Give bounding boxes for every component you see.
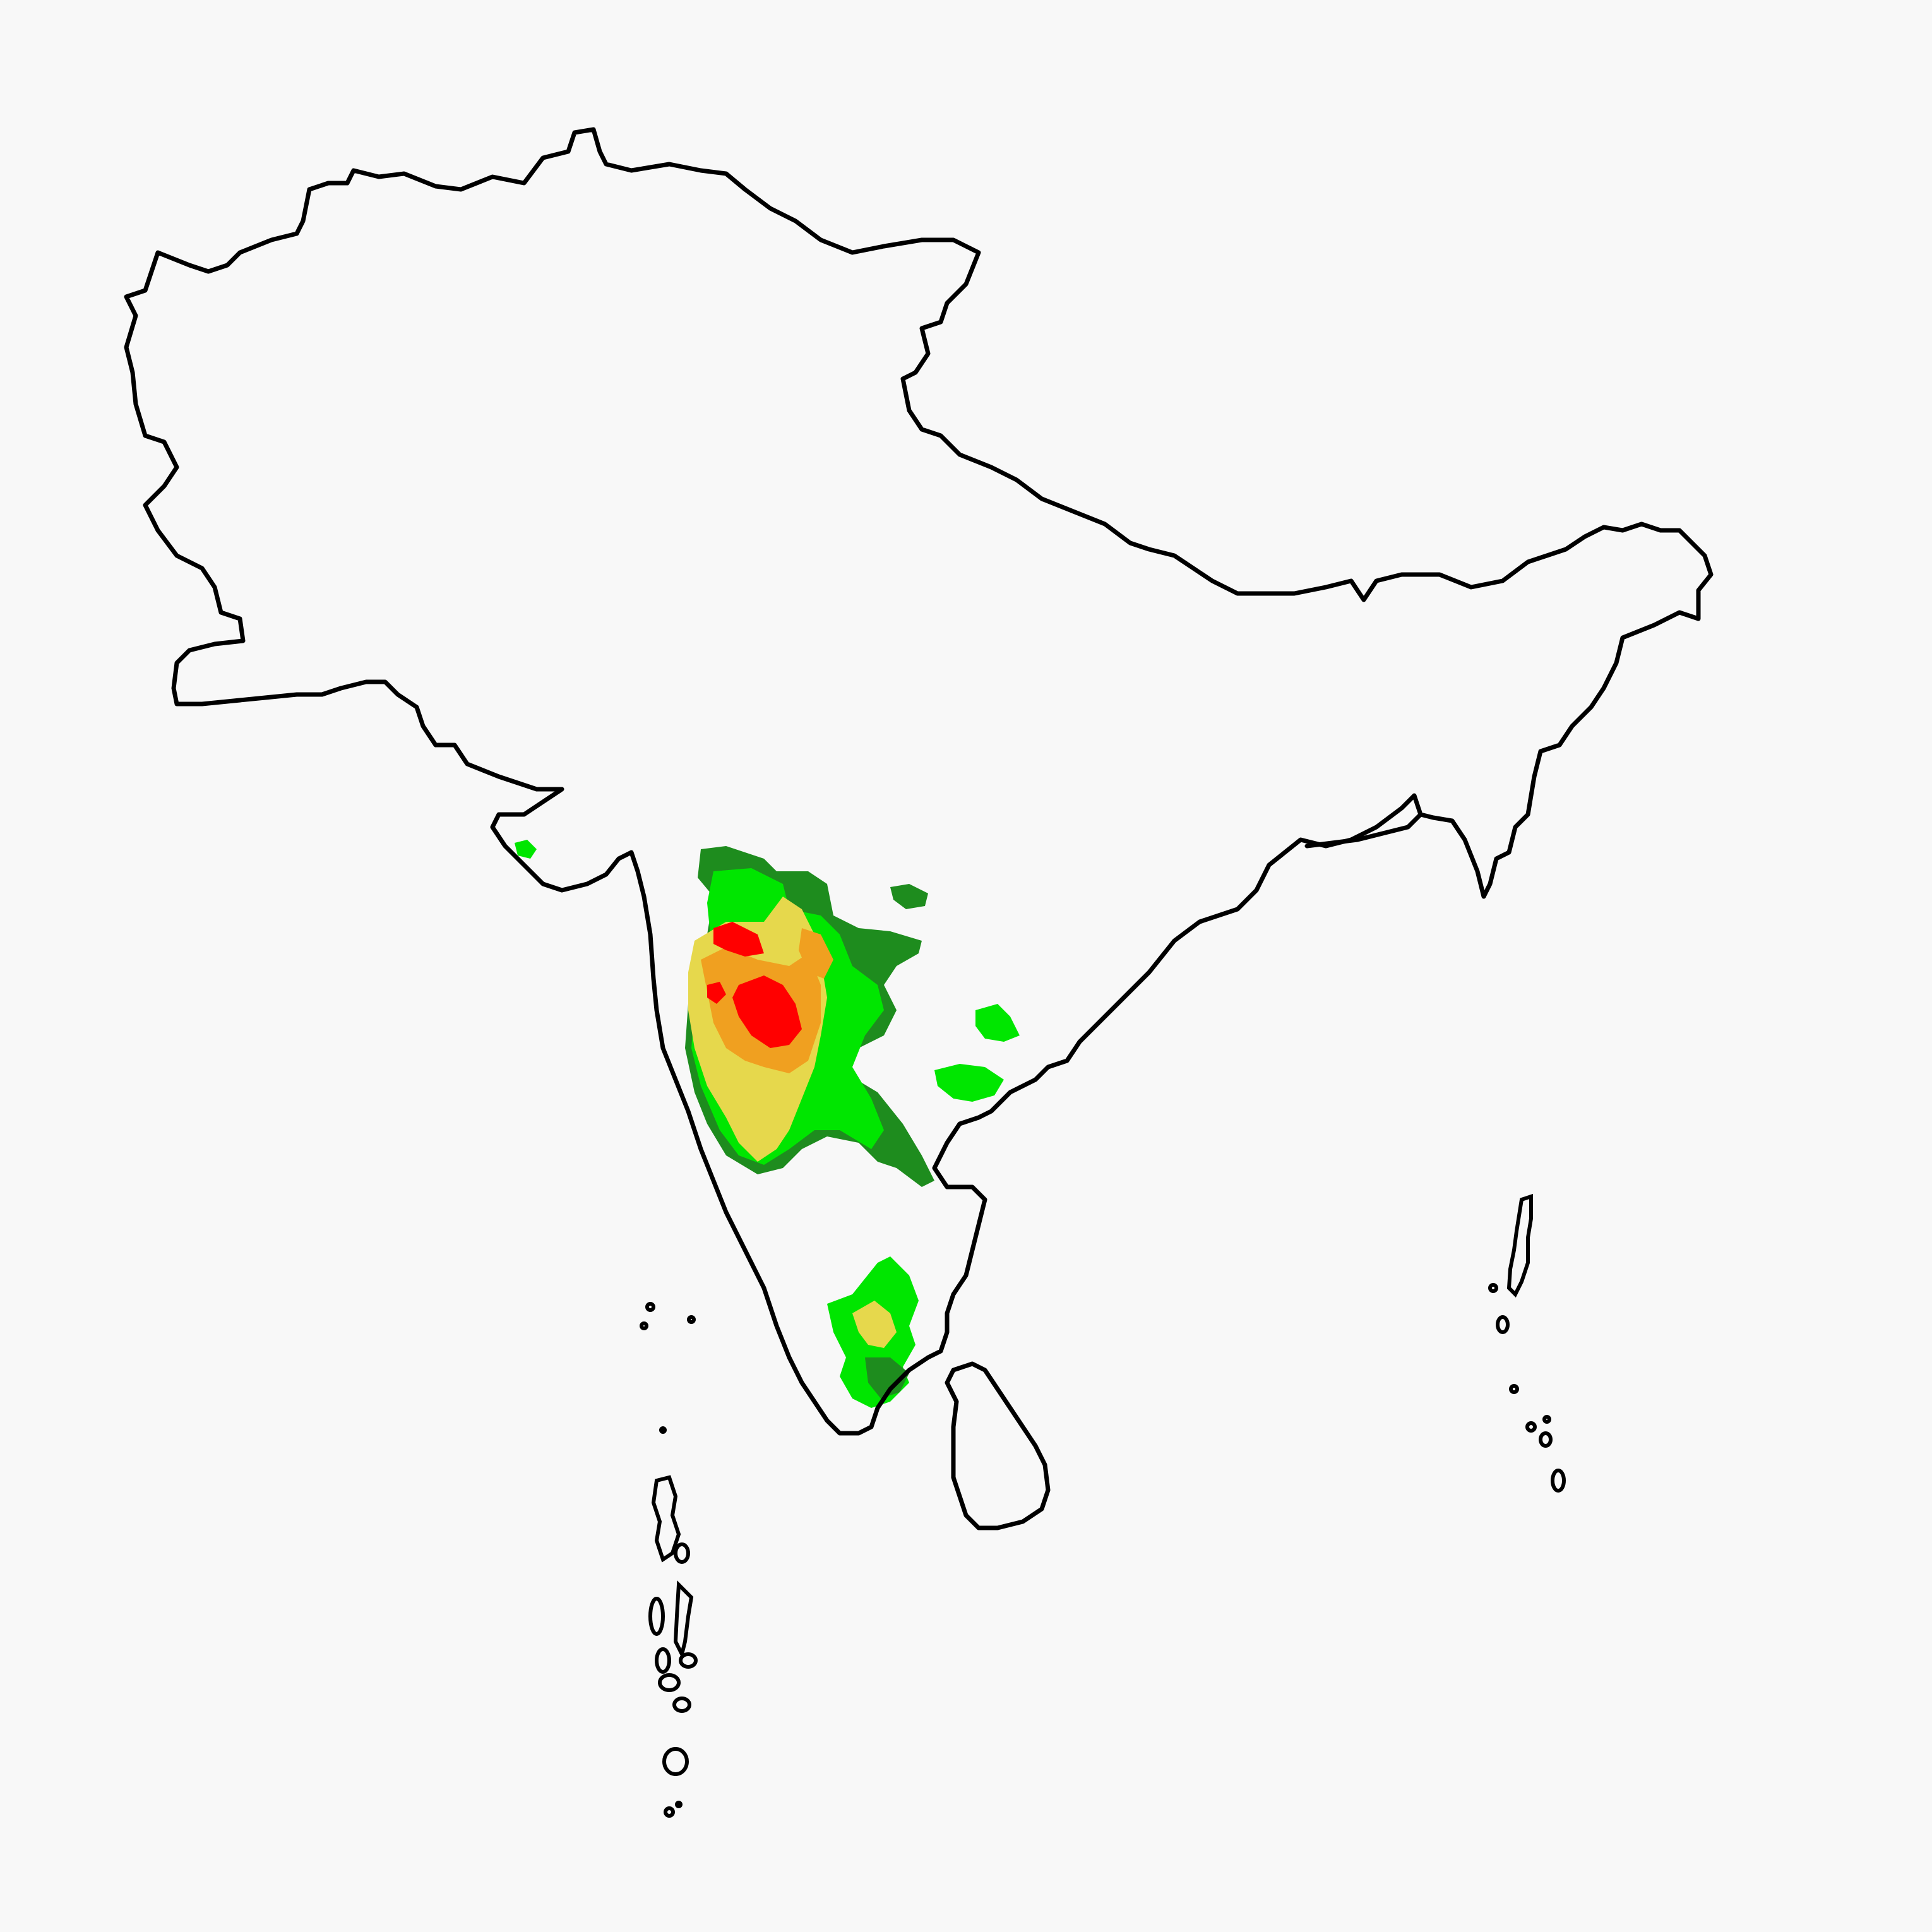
patch-east-1 (975, 1004, 1020, 1042)
patch-orange-ne (799, 928, 833, 979)
patch-red-north (713, 922, 764, 957)
country-outline-mainland (124, 127, 1714, 1436)
data-patches (515, 840, 1020, 1408)
maldives-islands (648, 1475, 698, 1818)
bangladesh-coast-detail (1304, 812, 1423, 849)
patch-east-2 (934, 1064, 1004, 1102)
patch-south-dark (865, 1357, 909, 1398)
sri-lanka-outline (945, 1361, 1051, 1530)
patch-south-yellow (852, 1301, 897, 1348)
patch-east-3 (890, 884, 928, 909)
lakshadweep-islands (640, 1302, 696, 1434)
andaman-nicobar-islands (1488, 1193, 1566, 1493)
patch-red-main (732, 975, 802, 1048)
patch-red-small (707, 982, 726, 1004)
patch-gujarat (515, 840, 537, 859)
